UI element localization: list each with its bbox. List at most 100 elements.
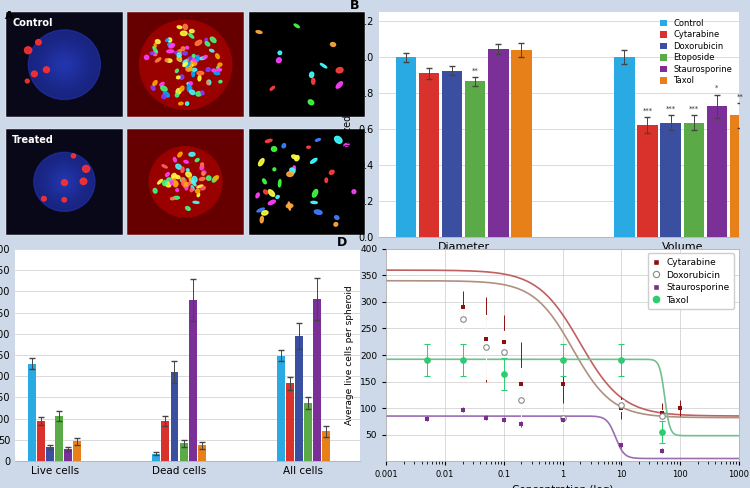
Ellipse shape xyxy=(262,179,266,184)
Text: ***: *** xyxy=(688,106,699,112)
Ellipse shape xyxy=(163,181,166,185)
Circle shape xyxy=(32,71,38,77)
Ellipse shape xyxy=(336,67,343,73)
Text: Control: Control xyxy=(12,18,53,28)
Ellipse shape xyxy=(183,62,188,65)
Ellipse shape xyxy=(153,81,157,85)
Bar xyxy=(56,416,63,461)
Bar xyxy=(188,300,196,461)
Ellipse shape xyxy=(162,165,167,168)
Circle shape xyxy=(80,178,87,184)
Ellipse shape xyxy=(160,86,167,91)
Ellipse shape xyxy=(191,186,194,190)
Ellipse shape xyxy=(273,168,276,171)
Ellipse shape xyxy=(198,76,201,81)
Ellipse shape xyxy=(206,68,210,72)
Ellipse shape xyxy=(217,66,219,69)
Ellipse shape xyxy=(189,152,195,156)
Bar xyxy=(661,122,681,237)
Ellipse shape xyxy=(177,56,182,61)
Bar xyxy=(304,403,312,461)
Ellipse shape xyxy=(173,196,179,199)
Circle shape xyxy=(62,180,68,185)
Ellipse shape xyxy=(185,206,190,210)
Ellipse shape xyxy=(172,175,177,180)
Ellipse shape xyxy=(183,63,188,66)
Ellipse shape xyxy=(217,68,221,71)
Bar xyxy=(249,12,365,118)
Ellipse shape xyxy=(260,216,263,223)
Ellipse shape xyxy=(268,200,275,204)
Circle shape xyxy=(58,176,70,187)
Ellipse shape xyxy=(207,80,211,85)
Ellipse shape xyxy=(277,58,281,63)
Ellipse shape xyxy=(203,56,207,59)
Ellipse shape xyxy=(195,159,199,162)
Ellipse shape xyxy=(266,139,272,142)
Ellipse shape xyxy=(200,178,205,181)
Ellipse shape xyxy=(188,179,192,185)
Ellipse shape xyxy=(177,53,182,57)
Bar xyxy=(286,384,294,461)
Ellipse shape xyxy=(176,69,178,73)
Ellipse shape xyxy=(257,208,264,212)
Ellipse shape xyxy=(177,26,182,28)
Ellipse shape xyxy=(196,56,199,61)
Ellipse shape xyxy=(153,47,158,52)
Ellipse shape xyxy=(153,188,157,193)
Ellipse shape xyxy=(331,42,335,46)
Bar xyxy=(419,73,439,237)
Ellipse shape xyxy=(192,71,194,77)
Ellipse shape xyxy=(158,180,162,184)
Ellipse shape xyxy=(185,184,188,190)
Ellipse shape xyxy=(176,88,181,94)
Ellipse shape xyxy=(290,168,295,173)
Ellipse shape xyxy=(196,59,198,62)
Ellipse shape xyxy=(186,67,190,71)
Ellipse shape xyxy=(154,43,156,47)
Ellipse shape xyxy=(179,75,184,80)
Ellipse shape xyxy=(183,52,188,55)
Ellipse shape xyxy=(201,91,204,95)
Ellipse shape xyxy=(286,171,293,177)
Circle shape xyxy=(82,165,90,172)
Ellipse shape xyxy=(183,60,188,63)
Ellipse shape xyxy=(166,50,174,53)
Bar xyxy=(64,449,72,461)
Bar xyxy=(37,421,45,461)
Ellipse shape xyxy=(165,183,171,187)
Bar xyxy=(706,106,727,237)
Ellipse shape xyxy=(270,86,274,90)
Bar xyxy=(465,81,485,237)
Ellipse shape xyxy=(212,176,217,182)
Ellipse shape xyxy=(178,50,182,54)
Ellipse shape xyxy=(202,173,205,175)
Circle shape xyxy=(49,167,80,197)
Ellipse shape xyxy=(177,57,181,61)
Ellipse shape xyxy=(187,82,190,84)
Bar xyxy=(512,50,532,237)
Circle shape xyxy=(36,40,41,45)
Ellipse shape xyxy=(210,49,214,52)
Circle shape xyxy=(44,45,85,84)
Ellipse shape xyxy=(173,158,176,162)
Ellipse shape xyxy=(307,146,310,148)
Legend: Control, Cytarabine, Doxorubicin, Etoposide, Staurosporine, Taxol: Control, Cytarabine, Doxorubicin, Etopos… xyxy=(657,17,734,88)
Ellipse shape xyxy=(206,176,211,181)
Ellipse shape xyxy=(189,82,192,85)
Ellipse shape xyxy=(272,147,277,151)
Ellipse shape xyxy=(192,68,196,71)
Ellipse shape xyxy=(187,57,193,62)
Circle shape xyxy=(140,20,232,109)
Ellipse shape xyxy=(214,176,218,181)
Ellipse shape xyxy=(263,190,268,194)
Ellipse shape xyxy=(176,76,180,79)
Circle shape xyxy=(52,170,76,194)
Ellipse shape xyxy=(183,24,188,30)
Ellipse shape xyxy=(190,188,193,192)
Ellipse shape xyxy=(183,181,185,187)
Ellipse shape xyxy=(183,62,188,66)
Ellipse shape xyxy=(176,176,180,179)
Ellipse shape xyxy=(166,173,170,176)
Circle shape xyxy=(34,152,95,211)
